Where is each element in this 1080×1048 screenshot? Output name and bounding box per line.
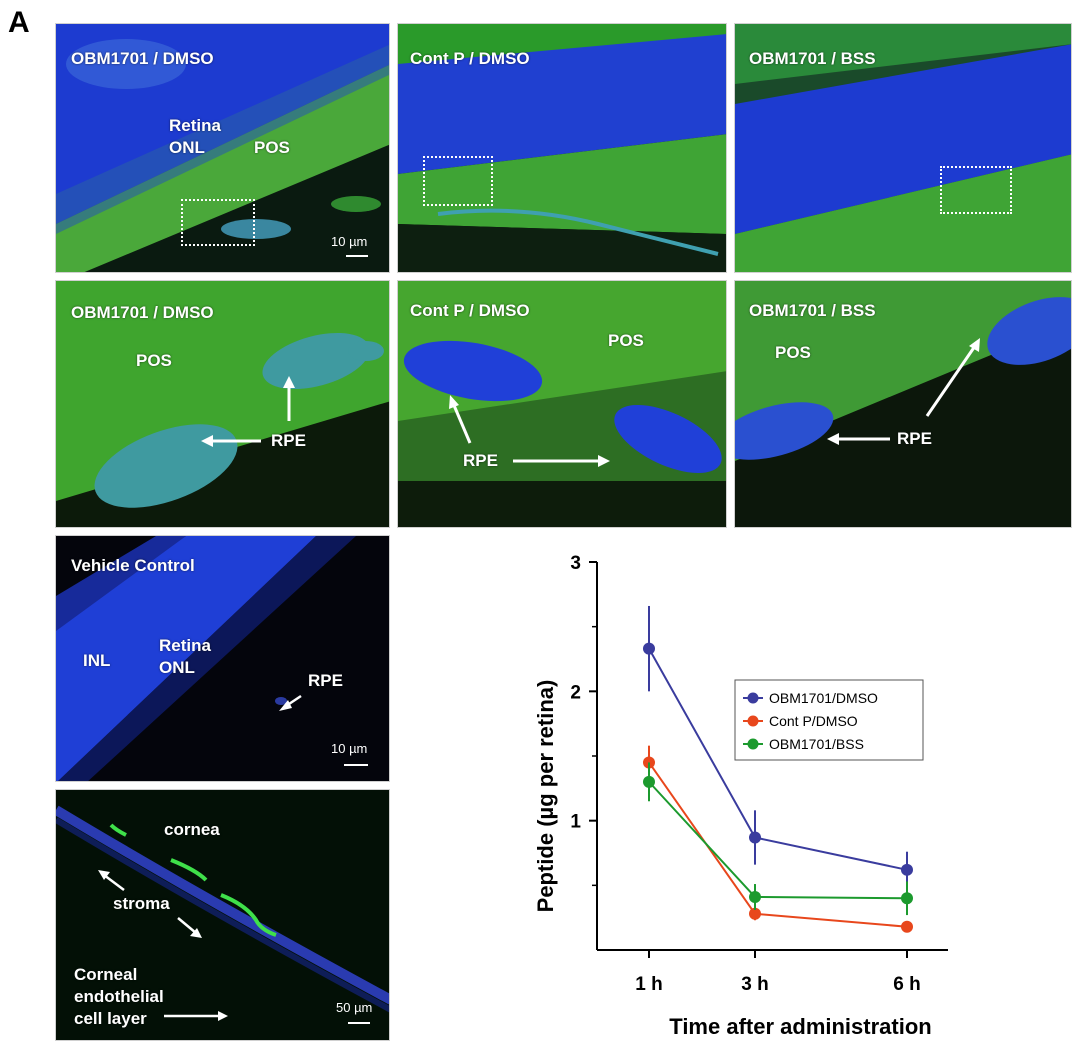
data-point (643, 642, 655, 655)
micrograph-obm1701-dmso: OBM1701 / DMSO Retina ONL POS 10 µm (55, 23, 390, 273)
zoom-region-box (423, 156, 493, 206)
label-inl: INL (83, 651, 111, 670)
arrow-icon (201, 376, 295, 447)
arrow-icon (449, 395, 610, 467)
micrograph-vehicle-control: Vehicle Control INL Retina ONL RPE 10 µm (55, 535, 390, 782)
micrograph-image (735, 281, 1071, 527)
micrograph-title: Cont P / DMSO (410, 49, 530, 68)
label-stroma: stroma (113, 894, 170, 913)
data-point (749, 831, 761, 844)
data-point (901, 920, 913, 933)
zoom-region-box (940, 166, 1012, 214)
label-rpe: RPE (308, 671, 343, 690)
series-line (648, 761, 908, 928)
micrograph-image (56, 281, 389, 527)
x-tick-label: 6 h (893, 974, 920, 995)
label-retina: Retina (159, 636, 211, 655)
legend-marker (747, 692, 759, 704)
micrograph-title: Vehicle Control (71, 556, 195, 575)
label-endothelial: endothelial (74, 987, 164, 1006)
arrow-icon (98, 870, 228, 1021)
legend-entry: OBM1701/BSS (769, 736, 864, 752)
micrograph-cornea: cornea stroma Corneal endothelial cell l… (55, 789, 390, 1041)
y-axis-label: Peptide (µg per retina) (533, 680, 558, 913)
micrograph-title: OBM1701 / DMSO (71, 49, 214, 68)
arrow-icon (279, 694, 302, 711)
legend-entry: Cont P/DMSO (769, 713, 858, 729)
x-tick-label: 1 h (635, 974, 662, 995)
scale-bar (346, 255, 368, 257)
micrograph-image (56, 790, 389, 1040)
micrograph-image (56, 536, 389, 781)
label-pos: POS (136, 351, 172, 370)
micrograph-obm1701-bss: OBM1701 / BSS (734, 23, 1072, 273)
micrograph-contp-dmso: Cont P / DMSO (397, 23, 727, 273)
label-rpe: RPE (897, 429, 932, 448)
micrograph-obm1701-bss-zoom: OBM1701 / BSS POS RPE (734, 280, 1072, 528)
data-point (643, 775, 655, 788)
label-pos: POS (775, 343, 811, 362)
label-cell-layer: cell layer (74, 1009, 147, 1028)
scale-label: 50 µm (336, 1000, 373, 1015)
label-retina: Retina (169, 116, 221, 135)
label-onl: ONL (159, 658, 195, 677)
label-rpe: RPE (463, 451, 498, 470)
label-corneal: Corneal (74, 965, 138, 984)
micrograph-image (735, 24, 1071, 272)
scale-bar (348, 1022, 370, 1024)
y-tick-label: 3 (570, 553, 581, 574)
label-onl: ONL (169, 138, 205, 157)
legend-box (734, 679, 924, 761)
micrograph-obm1701-dmso-zoom: OBM1701 / DMSO POS RPE (55, 280, 390, 528)
micrograph-title: OBM1701 / BSS (749, 301, 876, 320)
x-tick-label: 3 h (741, 974, 768, 995)
series-line (648, 781, 908, 900)
micrograph-contp-dmso-zoom: Cont P / DMSO POS RPE (397, 280, 727, 528)
legend-entry: OBM1701/DMSO (769, 690, 878, 706)
y-tick-label: 1 (570, 812, 581, 833)
micrograph-image (398, 24, 726, 272)
data-point (901, 892, 913, 905)
data-point (901, 863, 913, 876)
zoom-region-box (181, 199, 255, 246)
x-axis-label: Time after administration (669, 1014, 931, 1039)
micrograph-image (56, 24, 389, 272)
scale-label: 10 µm (331, 741, 368, 756)
data-point (749, 890, 761, 903)
scale-label: 10 µm (331, 234, 368, 249)
label-cornea: cornea (164, 820, 220, 839)
scale-bar (344, 764, 368, 766)
micrograph-title: Cont P / DMSO (410, 301, 530, 320)
micrograph-title: OBM1701 / BSS (749, 49, 876, 68)
micrograph-title: OBM1701 / DMSO (71, 303, 214, 322)
y-tick-label: 2 (570, 682, 581, 703)
arrow-icon (827, 338, 980, 445)
label-pos: POS (608, 331, 644, 350)
label-pos: POS (254, 138, 290, 157)
data-point (749, 907, 761, 920)
legend-marker (747, 738, 759, 750)
legend-marker (747, 715, 759, 727)
label-rpe: RPE (271, 431, 306, 450)
panel-a-label: A (8, 6, 30, 39)
